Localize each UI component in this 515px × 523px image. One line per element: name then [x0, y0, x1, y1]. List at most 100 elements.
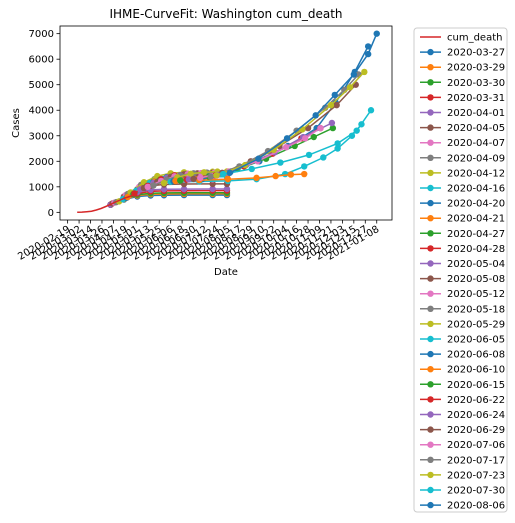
legend-label: 2020-06-29 — [447, 425, 505, 436]
legend-marker — [427, 63, 434, 71]
legend-label: 2020-04-27 — [447, 229, 505, 240]
legend-marker — [427, 199, 434, 207]
legend-entry: 2020-06-22 — [420, 395, 505, 406]
data-point — [329, 124, 337, 132]
data-point — [150, 182, 157, 189]
data-point — [197, 174, 204, 182]
legend-marker — [427, 275, 434, 282]
data-point — [180, 185, 188, 193]
legend-marker — [427, 184, 434, 192]
legend-marker — [427, 350, 434, 358]
legend-label: 2020-05-12 — [447, 289, 505, 300]
data-point — [248, 165, 255, 173]
y-tick-label: 7000 — [29, 29, 54, 40]
legend-marker — [427, 381, 434, 388]
legend-marker — [427, 426, 434, 433]
legend-label: 2020-04-28 — [447, 244, 505, 255]
legend-marker — [427, 501, 434, 509]
data-point — [333, 101, 340, 109]
forecast-series-2020-07-17 — [207, 71, 362, 180]
data-point — [320, 154, 327, 161]
series-line — [229, 33, 378, 174]
legend-entry: 2020-03-27 — [420, 48, 505, 59]
legend-marker — [427, 456, 434, 463]
legend-label: 2020-04-07 — [447, 138, 505, 149]
legend-label: 2020-04-16 — [447, 184, 505, 195]
series-line — [170, 123, 363, 183]
data-point — [305, 151, 313, 159]
legend-marker — [427, 441, 434, 448]
data-point — [187, 170, 194, 177]
legend-entry: 2020-06-10 — [420, 365, 505, 376]
legend-label: 2020-04-20 — [447, 199, 505, 210]
legend-marker — [427, 305, 434, 312]
legend-entry: cum_death — [420, 33, 502, 44]
legend-label: 2020-05-04 — [447, 259, 505, 270]
legend-entry: 2020-04-07 — [420, 138, 505, 149]
data-point — [190, 175, 197, 183]
data-point — [213, 172, 220, 179]
legend-label: 2020-05-18 — [447, 304, 505, 315]
legend-label: 2020-04-21 — [447, 214, 505, 225]
legend-marker — [427, 169, 434, 177]
legend-entry: 2020-06-05 — [420, 335, 505, 346]
legend-marker — [427, 94, 434, 101]
y-tick-label: 5000 — [29, 80, 54, 91]
legend-marker — [427, 471, 434, 479]
legend-entry: 2020-03-31 — [420, 93, 505, 104]
data-point — [177, 177, 184, 184]
legend-label: 2020-06-08 — [447, 350, 505, 361]
data-point — [255, 155, 262, 162]
legend-label: 2020-07-30 — [447, 486, 505, 497]
legend-label: 2020-06-05 — [447, 335, 505, 346]
legend-marker — [427, 260, 434, 267]
legend-label: 2020-03-31 — [447, 93, 505, 104]
y-tick-label: 2000 — [29, 157, 54, 168]
data-point — [283, 135, 291, 142]
data-point — [185, 176, 192, 183]
legend-entry: 2020-07-30 — [420, 486, 505, 497]
legend-marker — [427, 79, 434, 86]
legend-marker — [427, 230, 434, 237]
forecast-series-2020-06-08 — [170, 43, 372, 185]
forecast-series-2020-07-30 — [219, 107, 375, 178]
data-point — [253, 174, 260, 182]
data-point — [219, 170, 227, 178]
legend-entry: 2020-07-06 — [420, 440, 505, 451]
legend-label: 2020-07-17 — [447, 455, 505, 466]
legend-label: 2020-04-01 — [447, 108, 505, 119]
legend-label: 2020-04-12 — [447, 168, 505, 179]
legend-entry: 2020-04-27 — [420, 229, 505, 240]
legend-entry: 2020-04-28 — [420, 244, 505, 255]
data-point — [312, 112, 319, 119]
legend-label: 2020-04-05 — [447, 123, 505, 134]
legend-entry: 2020-04-01 — [420, 108, 505, 119]
data-point — [350, 71, 358, 78]
data-point — [361, 68, 368, 76]
legend-label: 2020-03-27 — [447, 48, 505, 59]
data-point — [301, 135, 309, 142]
data-point — [144, 183, 151, 191]
legend-entry: 2020-05-29 — [420, 319, 505, 330]
legend-label: 2020-06-15 — [447, 380, 505, 391]
y-axis-label: Cases — [11, 108, 22, 138]
legend-marker — [427, 396, 434, 403]
legend-label: 2020-06-22 — [447, 395, 505, 406]
plot-area — [77, 30, 380, 214]
data-point — [209, 180, 216, 188]
data-point — [328, 119, 336, 127]
data-point — [353, 127, 360, 134]
data-point — [209, 185, 216, 193]
data-point — [334, 145, 341, 152]
data-point — [367, 107, 375, 114]
y-tick-label: 3000 — [29, 131, 54, 142]
data-point — [277, 159, 284, 166]
legend-marker — [427, 366, 434, 373]
legend-marker — [427, 411, 434, 418]
data-point — [301, 170, 308, 178]
legend-entry: 2020-03-29 — [420, 63, 505, 74]
legend-marker — [427, 245, 434, 252]
legend-marker — [427, 48, 434, 56]
